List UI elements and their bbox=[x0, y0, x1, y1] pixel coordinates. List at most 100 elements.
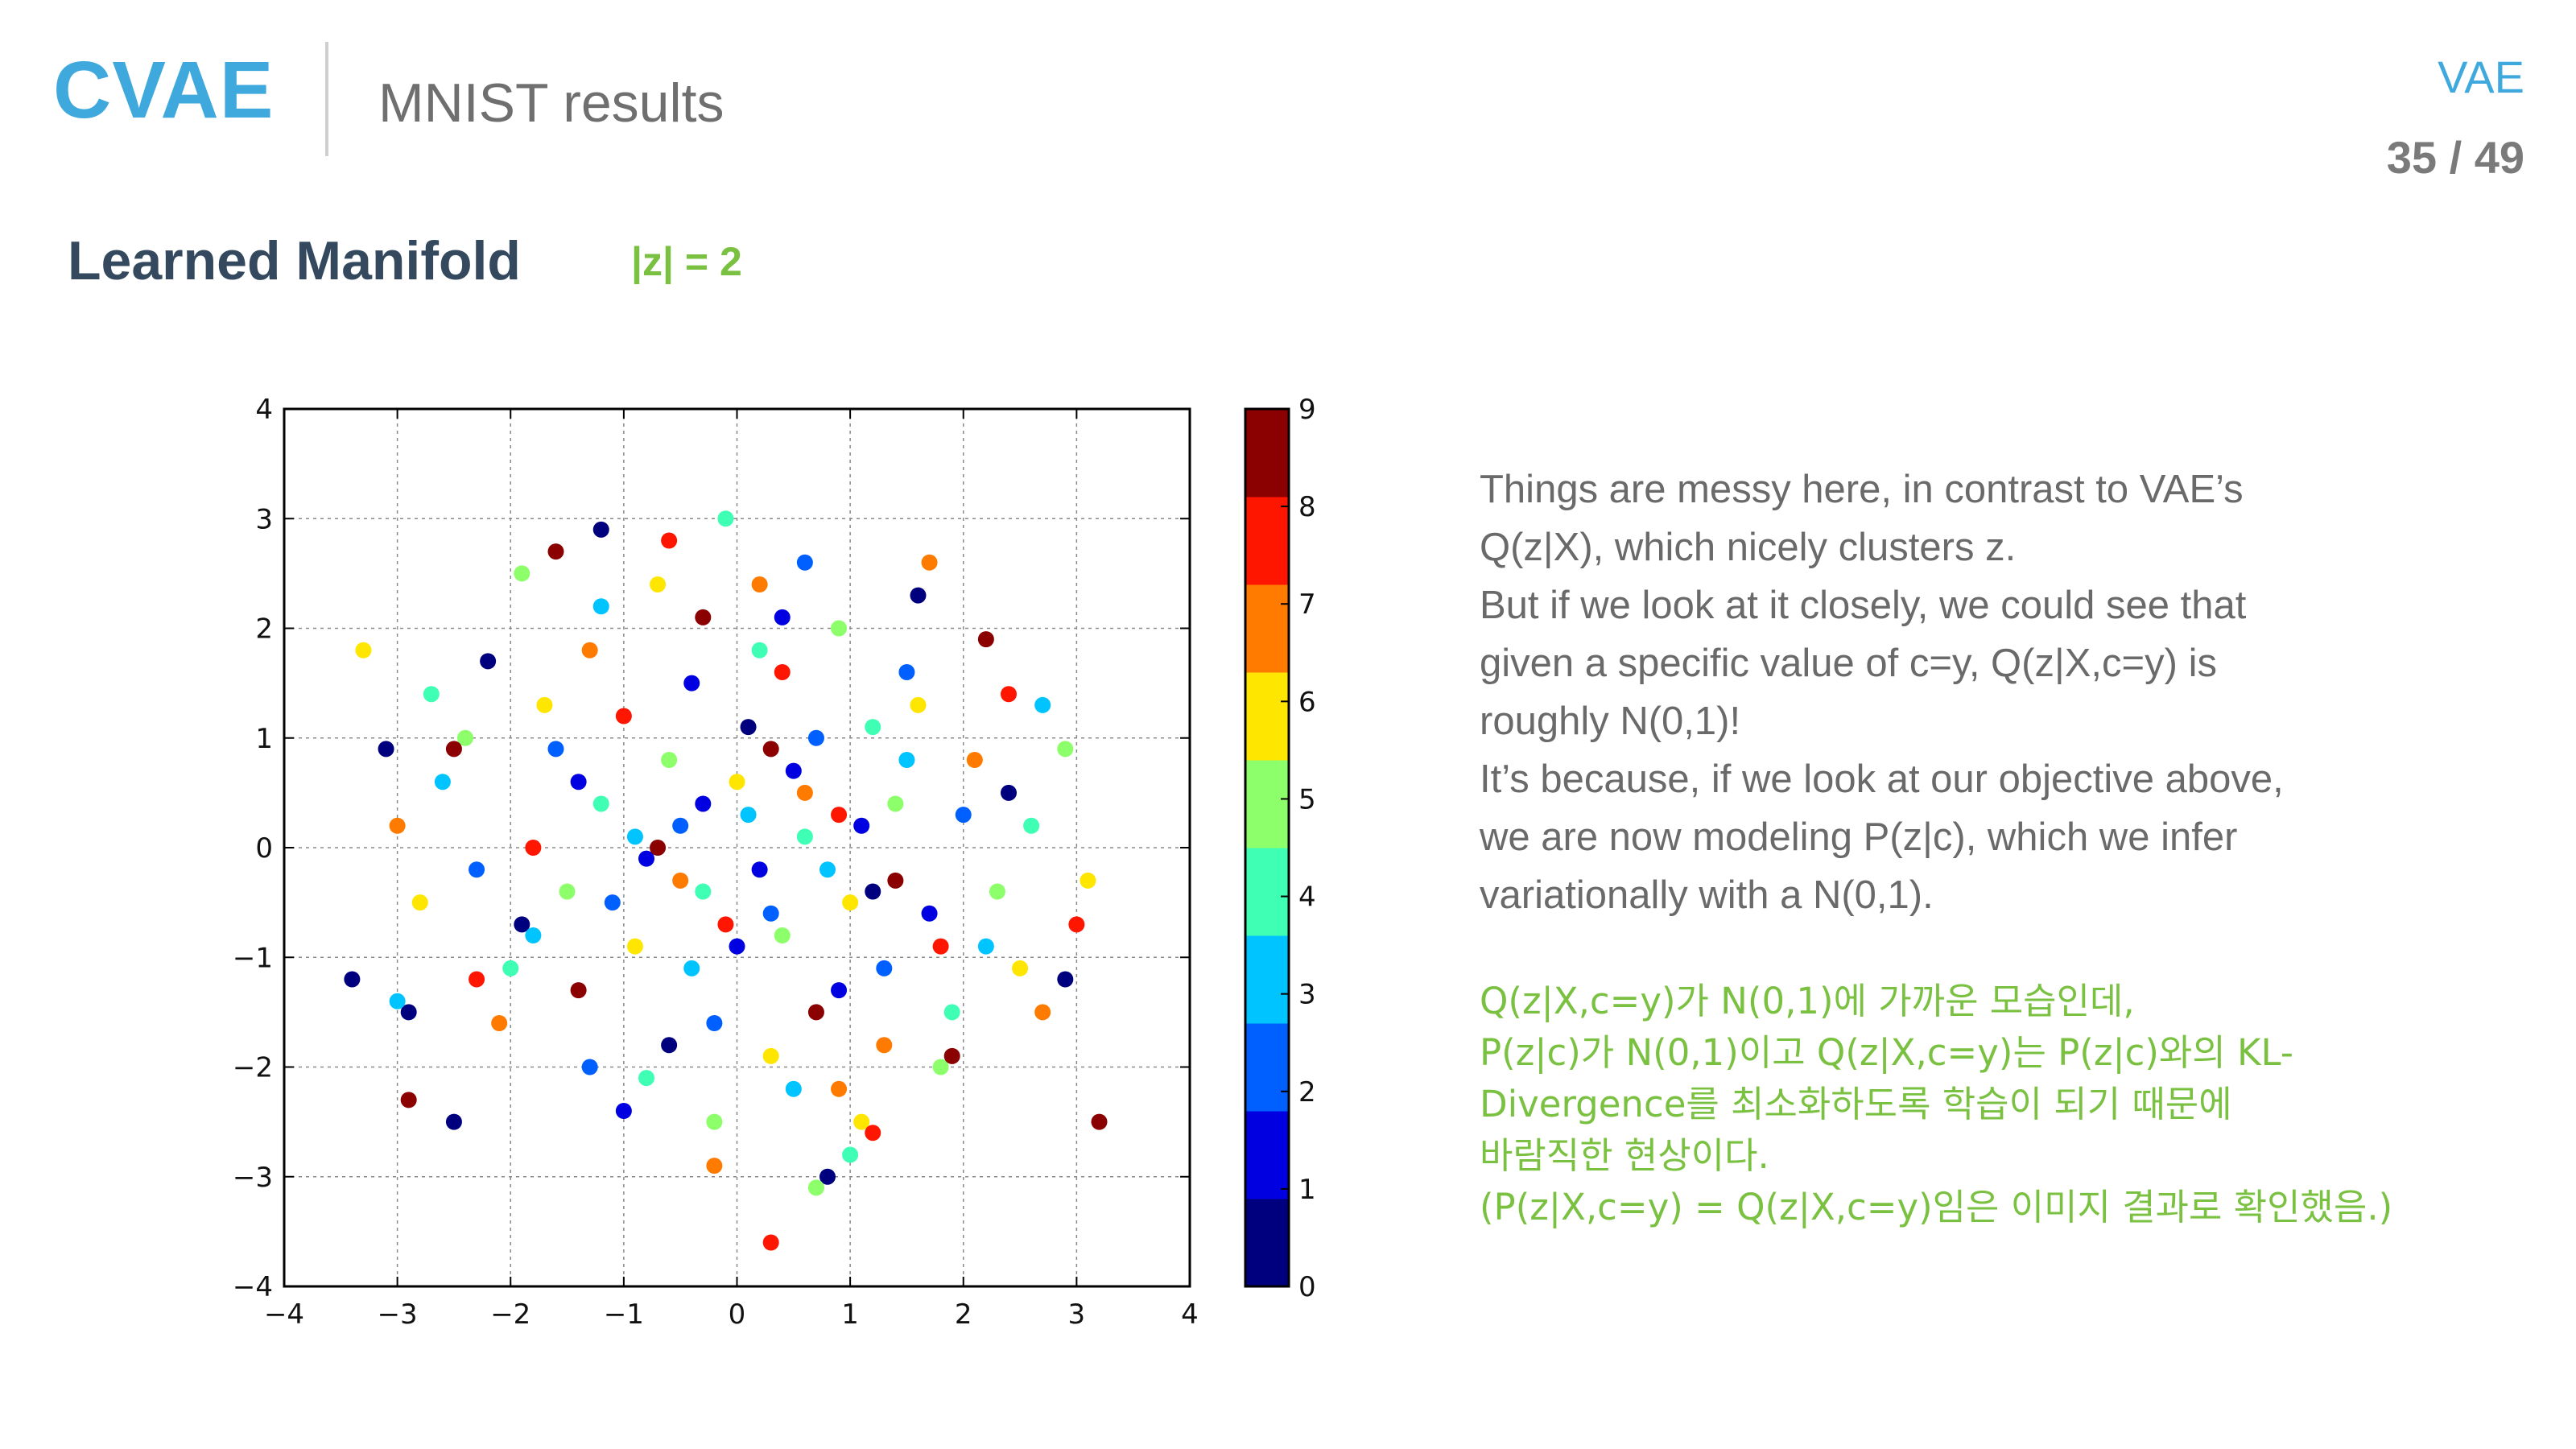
body-line: we are now modeling P(z|c), which we inf… bbox=[1480, 815, 2238, 859]
title-divider bbox=[325, 42, 328, 156]
scatter-point-class-0 bbox=[1057, 971, 1074, 988]
scatter-point-class-5 bbox=[774, 927, 791, 943]
body-text: Things are messy here, in contrast to VA… bbox=[1480, 460, 2542, 924]
scatter-point-class-5 bbox=[831, 620, 848, 637]
scatter-point-class-7 bbox=[921, 554, 938, 571]
scatter-point-class-1 bbox=[615, 1103, 632, 1119]
slide-title: CVAE bbox=[53, 45, 275, 135]
scatter-point-class-1 bbox=[751, 861, 768, 878]
scatter-point-class-4 bbox=[842, 1146, 859, 1163]
scatter-point-class-2 bbox=[469, 861, 485, 878]
slide-subtitle: MNIST results bbox=[378, 72, 724, 134]
scatter-point-class-4 bbox=[502, 960, 519, 976]
body-line: Things are messy here, in contrast to VA… bbox=[1480, 468, 2244, 511]
scatter-point-class-1 bbox=[729, 938, 745, 955]
scatter-point-class-8 bbox=[932, 938, 949, 955]
scatter-point-class-9 bbox=[570, 982, 587, 999]
colorbar-tick-label: 8 bbox=[1298, 491, 1316, 523]
x-tick-label: −3 bbox=[378, 1298, 418, 1331]
scatter-point-class-0 bbox=[445, 1113, 462, 1130]
x-tick-label: −2 bbox=[490, 1298, 530, 1331]
scatter-point-class-4 bbox=[943, 1004, 960, 1021]
scatter-point-class-2 bbox=[547, 741, 564, 758]
korean-line: (P(z|X,c=y) = Q(z|X,c=y)임은 이미지 결과로 확인했음.… bbox=[1480, 1186, 2393, 1228]
scatter-point-class-8 bbox=[1068, 916, 1085, 933]
scatter-point-class-5 bbox=[1057, 741, 1074, 758]
topic-label: VAE bbox=[2438, 52, 2524, 102]
x-tick-label: −1 bbox=[604, 1298, 644, 1331]
colorbar-segment-2 bbox=[1245, 1023, 1289, 1112]
scatter-point-class-7 bbox=[796, 784, 813, 801]
scatter-point-class-2 bbox=[604, 894, 621, 911]
scatter-point-class-6 bbox=[411, 894, 428, 911]
scatter-point-class-2 bbox=[898, 664, 915, 680]
scatter-point-class-5 bbox=[457, 729, 473, 746]
korean-line: 바람직한 현상이다. bbox=[1480, 1134, 1769, 1177]
scatter-point-class-0 bbox=[592, 521, 609, 538]
scatter-point-class-8 bbox=[762, 1234, 779, 1251]
scatter-point-class-4 bbox=[751, 642, 768, 658]
scatter-point-class-8 bbox=[717, 916, 734, 933]
scatter-point-class-2 bbox=[876, 960, 893, 976]
y-tick-label: −3 bbox=[233, 1162, 273, 1194]
colorbar-tick-label: 6 bbox=[1298, 686, 1316, 718]
colorbar-segment-5 bbox=[1245, 760, 1289, 848]
scatter-point-class-3 bbox=[785, 1080, 802, 1097]
scatter-point-class-8 bbox=[615, 708, 632, 724]
scatter-point-class-5 bbox=[514, 565, 530, 582]
scatter-point-class-1 bbox=[683, 675, 700, 691]
colorbar-segment-8 bbox=[1245, 497, 1289, 585]
body-line: roughly N(0,1)! bbox=[1480, 700, 1741, 743]
scatter-point-class-7 bbox=[672, 872, 689, 889]
scatter-point-class-4 bbox=[865, 719, 881, 736]
scatter-point-class-9 bbox=[445, 741, 462, 758]
korean-line: P(z|c)가 N(0,1)이고 Q(z|X,c=y)는 P(z|c)와의 KL… bbox=[1480, 1031, 2294, 1074]
y-tick-label: 1 bbox=[255, 723, 273, 755]
scatter-point-class-8 bbox=[661, 532, 678, 549]
x-tick-label: 1 bbox=[841, 1298, 859, 1331]
scatter-point-class-3 bbox=[683, 960, 700, 976]
scatter-point-class-5 bbox=[932, 1059, 949, 1075]
scatter-point-class-1 bbox=[921, 905, 938, 922]
scatter-point-class-4 bbox=[796, 828, 813, 845]
scatter-point-class-7 bbox=[581, 642, 598, 658]
scatter-point-class-3 bbox=[740, 807, 757, 824]
scatter-point-class-6 bbox=[853, 1113, 870, 1130]
body-line: Q(z|X), which nicely clusters z. bbox=[1480, 526, 2017, 569]
scatter-point-class-7 bbox=[751, 576, 768, 592]
colorbar-segment-4 bbox=[1245, 848, 1289, 936]
scatter-point-class-6 bbox=[729, 774, 745, 791]
x-tick-label: 0 bbox=[729, 1298, 746, 1331]
scatter-point-class-4 bbox=[717, 510, 734, 527]
colorbar-segment-9 bbox=[1245, 409, 1289, 497]
x-tick-label: 3 bbox=[1068, 1298, 1086, 1331]
y-tick-label: 4 bbox=[255, 394, 273, 426]
y-tick-label: 2 bbox=[255, 613, 273, 646]
scatter-point-class-3 bbox=[819, 861, 836, 878]
chart-grid bbox=[284, 409, 1190, 1286]
scatter-point-class-3 bbox=[525, 927, 542, 943]
colorbar-ticks: 0 1 2 3 4 5 6 7 8 9 bbox=[1281, 394, 1316, 1303]
korean-note: Q(z|X,c=y)가 N(0,1)에 가까운 모습인데, P(z|c)가 N(… bbox=[1480, 976, 2574, 1233]
scatter-point-class-1 bbox=[695, 795, 712, 812]
colorbar-tick-label: 2 bbox=[1298, 1076, 1316, 1108]
scatter-point-class-3 bbox=[1034, 696, 1051, 713]
scatter-point-class-2 bbox=[807, 729, 824, 746]
colorbar-tick-label: 7 bbox=[1298, 588, 1316, 621]
scatter-point-class-1 bbox=[853, 817, 870, 834]
colorbar-tick-label: 3 bbox=[1298, 979, 1316, 1011]
colorbar-frame bbox=[1244, 407, 1290, 1288]
scatter-point-class-0 bbox=[865, 883, 881, 900]
scatter-point-class-8 bbox=[774, 664, 791, 680]
scatter-point-class-9 bbox=[400, 1092, 417, 1108]
scatter-point-class-4 bbox=[423, 686, 440, 703]
body-line: But if we look at it closely, we could s… bbox=[1480, 584, 2247, 627]
scatter-point-class-8 bbox=[831, 807, 848, 824]
scatter-point-class-6 bbox=[536, 696, 553, 713]
scatter-point-class-7 bbox=[966, 752, 983, 768]
z-dimension-label: |z| = 2 bbox=[631, 239, 742, 284]
scatter-point-class-3 bbox=[626, 828, 643, 845]
x-tick-label: 4 bbox=[1181, 1298, 1199, 1331]
scatter-point-class-6 bbox=[355, 642, 372, 658]
scatter-point-class-9 bbox=[695, 609, 712, 625]
